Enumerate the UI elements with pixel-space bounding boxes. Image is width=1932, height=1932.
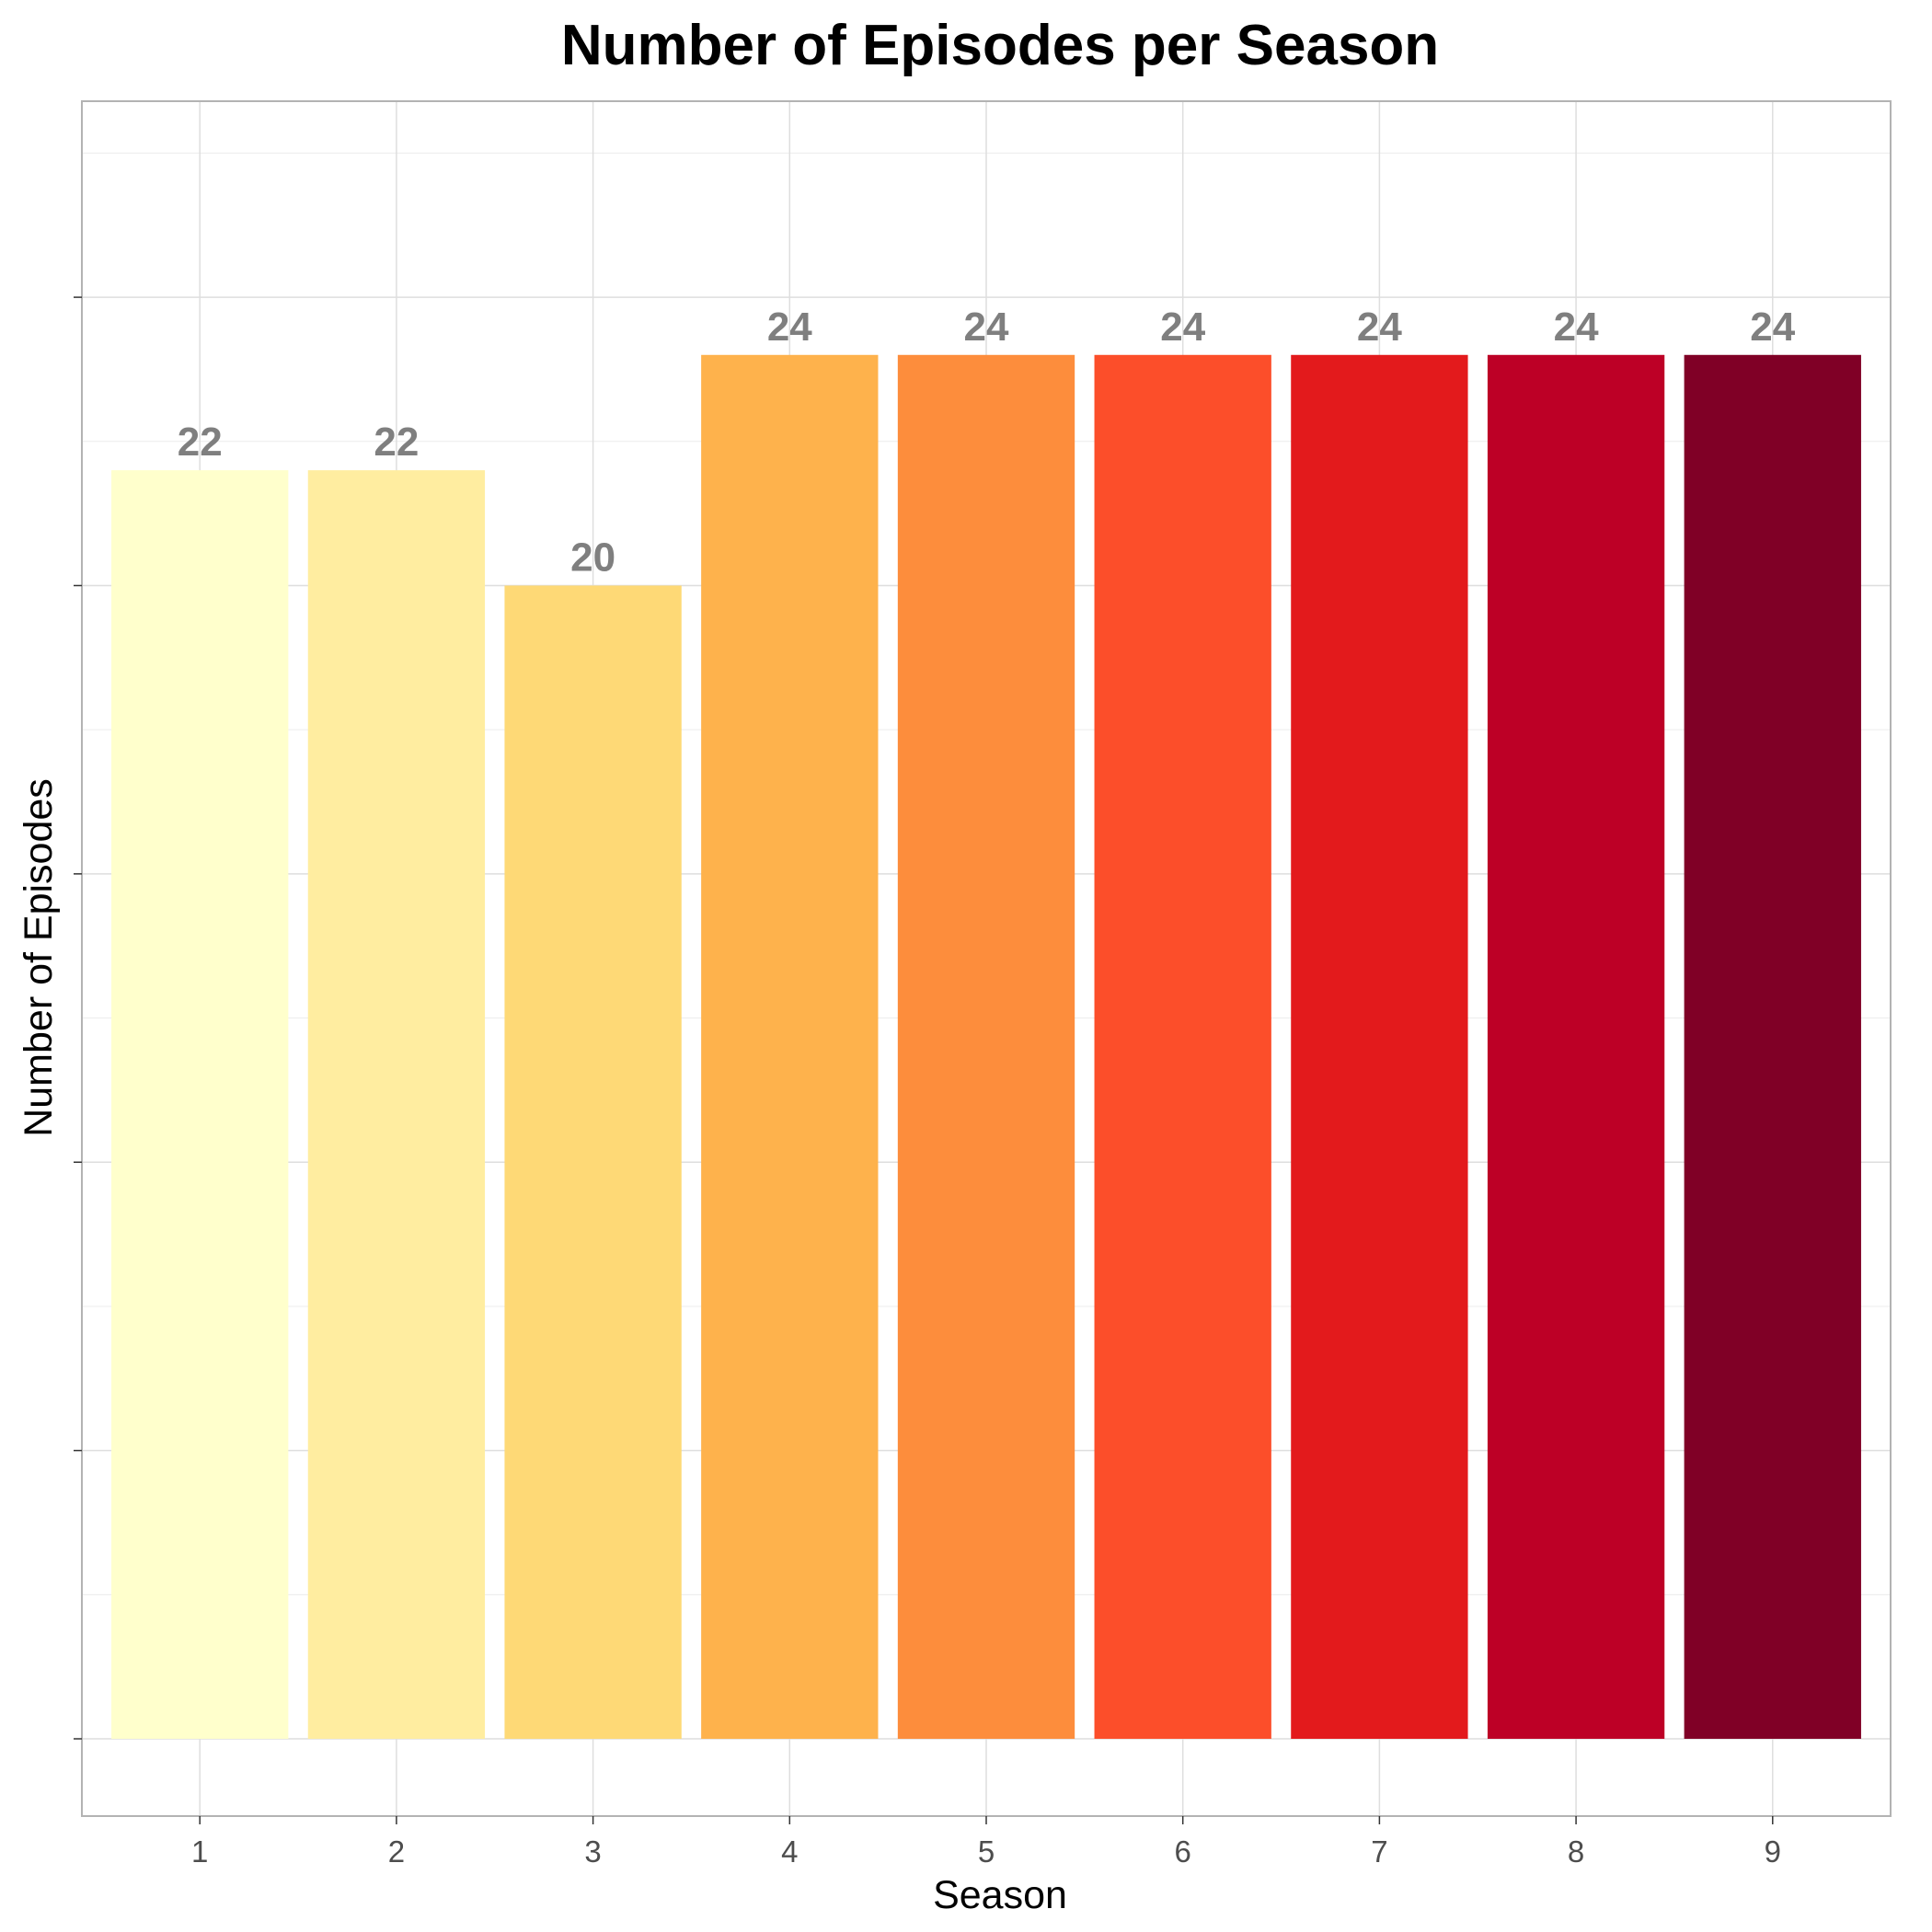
data-label-season-5: 24 [964,305,1009,350]
data-label-season-2: 22 [374,420,419,465]
data-labels: 22 22 20 24 24 24 24 24 24 [178,305,1796,581]
bar-season-1 [111,470,289,1740]
data-label-season-1: 22 [178,420,223,465]
bar-season-2 [307,470,486,1740]
data-label-season-8: 24 [1554,305,1599,350]
bar-season-9 [1684,354,1861,1740]
x-tick-label-3: 3 [584,1834,601,1869]
bar-season-5 [897,354,1075,1740]
x-tick-label-1: 1 [191,1834,208,1869]
y-axis-title: Number of Episodes [17,778,61,1137]
x-tick-label-9: 9 [1765,1834,1781,1869]
x-tick-label-4: 4 [781,1834,798,1869]
x-tick-label-5: 5 [978,1834,995,1869]
chart-title: Number of Episodes per Season [561,14,1439,77]
bars [111,354,1861,1740]
x-tick-label-2: 2 [388,1834,405,1869]
axis-ticks: 1 2 3 4 5 6 7 8 9 [74,296,1781,1869]
data-label-season-6: 24 [1160,305,1205,350]
bar-season-3 [504,585,682,1740]
x-tick-label-7: 7 [1371,1834,1387,1869]
bar-season-6 [1094,354,1271,1740]
x-axis-title: Season [933,1873,1067,1917]
bar-season-8 [1487,354,1665,1740]
x-tick-label-8: 8 [1568,1834,1584,1869]
data-label-season-9: 24 [1750,305,1795,350]
x-tick-label-6: 6 [1175,1834,1191,1869]
data-label-season-4: 24 [767,305,812,350]
bar-season-4 [701,354,879,1740]
bar-season-7 [1291,354,1468,1740]
data-label-season-7: 24 [1357,305,1402,350]
data-label-season-3: 20 [570,535,615,580]
